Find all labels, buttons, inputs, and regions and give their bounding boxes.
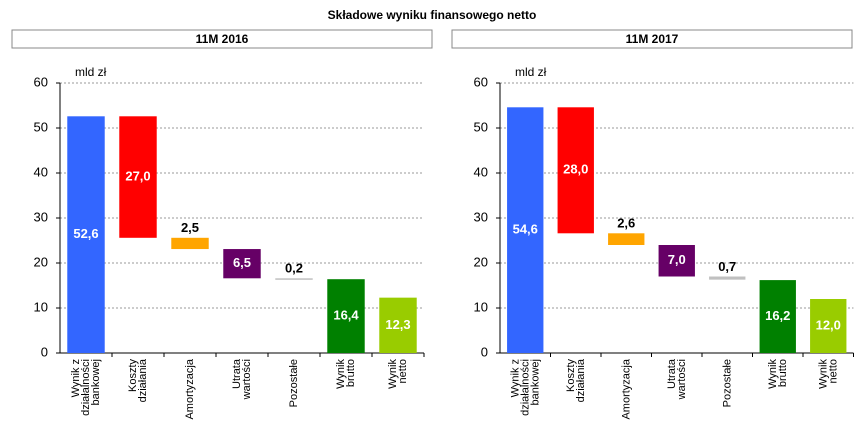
panel-title: 11M 2016 [196,32,249,46]
page-title: Składowe wyniku finansowego netto [328,8,537,22]
panel-title: 11M 2017 [626,32,679,46]
x-tick-label: Amortyzacja [620,358,632,419]
unit-label: mld zł [515,65,547,79]
bar [327,279,365,353]
bar [67,116,105,353]
bar [759,280,796,353]
y-tick-label: 20 [474,254,488,269]
value-label: 16,2 [765,308,790,323]
y-tick-label: 0 [481,344,488,359]
value-label: 2,6 [617,216,635,231]
y-tick-label: 60 [474,74,488,89]
x-tick-label: Wynikbrutto [767,359,789,389]
value-label: 28,0 [563,162,588,177]
x-tick-label: Wynik zdziałalnościbankowej [509,359,541,416]
bar [379,297,417,353]
value-label: 0,7 [718,259,736,274]
y-tick-label: 10 [34,299,48,314]
y-tick-label: 50 [34,119,48,134]
bar [658,245,695,277]
bar [507,107,544,353]
y-tick-label: 30 [474,209,488,224]
x-tick-label: Wynikbrutto [335,359,357,389]
bar [810,299,847,353]
value-label: 2,5 [181,220,199,235]
x-tick-label: Wynik zdziałalnościbankowej [70,359,102,416]
bar [171,237,209,250]
y-tick-label: 60 [34,74,48,89]
value-label: 27,0 [125,168,150,183]
x-tick-label: Utratawartości [231,358,253,400]
bar [608,233,645,245]
panel-header [451,29,853,49]
bar [275,278,313,280]
value-label: 52,6 [73,226,98,241]
x-tick-label: Wyniknetto [817,359,839,389]
bar [119,116,157,238]
x-tick-label: Kosztydziałania [127,358,149,402]
y-tick-label: 40 [34,164,48,179]
bar [223,249,261,279]
unit-label: mld zł [75,65,107,79]
y-tick-label: 50 [474,119,488,134]
x-tick-label: Pozostałe [288,359,300,407]
y-tick-label: 0 [41,344,48,359]
x-tick-label: Pozostałe [721,359,733,407]
y-tick-label: 40 [474,164,488,179]
value-label: 7,0 [668,252,686,267]
x-tick-label: Kosztydziałania [565,358,587,402]
x-tick-label: Utratawartości [666,358,688,400]
x-tick-label: Amortyzacja [184,358,196,419]
bar [557,107,594,234]
value-label: 6,5 [233,255,251,270]
value-label: 12,3 [385,317,410,332]
value-label: 12,0 [816,317,841,332]
y-tick-label: 30 [34,209,48,224]
value-label: 54,6 [513,222,538,237]
value-label: 16,4 [333,308,359,323]
bar [709,276,746,280]
value-label: 0,2 [285,261,303,276]
y-tick-label: 20 [34,254,48,269]
x-tick-label: Wyniknetto [387,359,409,389]
y-tick-label: 10 [474,299,488,314]
panel-header [11,29,433,49]
